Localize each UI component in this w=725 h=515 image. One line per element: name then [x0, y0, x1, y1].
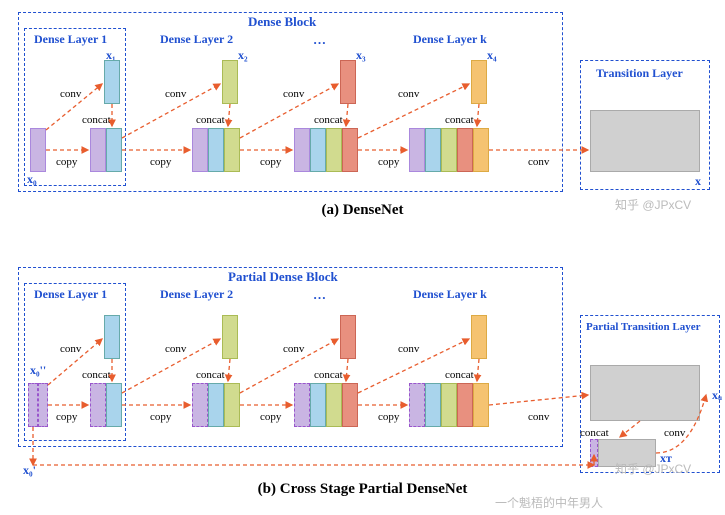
copy2: copy	[150, 156, 171, 168]
l3-b4	[342, 128, 358, 172]
l3-b2	[310, 128, 326, 172]
l2-b1	[192, 128, 208, 172]
bl4-top	[471, 315, 487, 359]
b-layer1-title: Dense Layer 1	[34, 287, 107, 302]
conv4: conv	[398, 88, 419, 100]
l3-b1	[294, 128, 310, 172]
trans-x: x	[695, 174, 701, 189]
bl4-b5	[473, 383, 489, 427]
l4-b2	[425, 128, 441, 172]
dense-block-label: Dense Block	[248, 14, 316, 30]
bl0-b	[38, 383, 48, 427]
concat3: concat	[314, 114, 343, 126]
bcopy2: copy	[150, 411, 171, 423]
x0-label: x₀	[27, 172, 37, 187]
caption-b: (b) Cross Stage Partial DenseNet	[0, 481, 725, 498]
b-layer4-title: Dense Layer k	[413, 287, 487, 302]
l1-b1	[30, 128, 46, 172]
layer1-title: Dense Layer 1	[34, 32, 107, 47]
bl2-b1	[192, 383, 208, 427]
bl0-a	[28, 383, 38, 427]
bconcat5: concat	[580, 427, 609, 439]
x3-label: x₃	[356, 48, 366, 63]
b-layer3-title: …	[313, 287, 326, 303]
bconcat3: concat	[314, 369, 343, 381]
bl4-b1	[409, 383, 425, 427]
layer2-title: Dense Layer 2	[160, 32, 233, 47]
bcopy1: copy	[56, 411, 77, 423]
l4-b1	[409, 128, 425, 172]
conv1: conv	[60, 88, 81, 100]
bl2-top	[222, 315, 238, 359]
x0p: x₀'	[23, 463, 36, 478]
bl2-b2	[208, 383, 224, 427]
l2-top	[222, 60, 238, 104]
conv5: conv	[528, 156, 549, 168]
l1-b3	[106, 128, 122, 172]
bl1-b1	[90, 383, 106, 427]
conv3: conv	[283, 88, 304, 100]
bconcat2: concat	[196, 369, 225, 381]
l4-b5	[473, 128, 489, 172]
x4-label: x₄	[487, 48, 497, 63]
bl4-b3	[441, 383, 457, 427]
bl1-top	[104, 315, 120, 359]
bconv3: conv	[283, 343, 304, 355]
bl1-b2	[106, 383, 122, 427]
bcopy4: copy	[378, 411, 399, 423]
bl3-b2	[310, 383, 326, 427]
bconcat4: concat	[445, 369, 474, 381]
copy4: copy	[378, 156, 399, 168]
bconcat1: concat	[82, 369, 111, 381]
bl2-b3	[224, 383, 240, 427]
watermark-3: 一个魁梧的中年男人	[495, 494, 603, 511]
bl3-b3	[326, 383, 342, 427]
watermark-2: 知乎 @JPxCV	[615, 460, 691, 477]
transition-title: Transition Layer	[596, 66, 683, 81]
concat2: concat	[196, 114, 225, 126]
bl3-top	[340, 315, 356, 359]
bconv2: conv	[165, 343, 186, 355]
x2-label: x₂	[238, 48, 248, 63]
l3-top	[340, 60, 356, 104]
partial-block-label: Partial Dense Block	[228, 269, 338, 285]
bconv5: conv	[528, 411, 549, 423]
l1-top	[104, 60, 120, 104]
concat4: concat	[445, 114, 474, 126]
watermark-1: 知乎 @JPxCV	[615, 196, 691, 213]
l3-b3	[326, 128, 342, 172]
trans-block	[590, 110, 700, 172]
bconv4: conv	[398, 343, 419, 355]
layer4-title: Dense Layer k	[413, 32, 487, 47]
l2-b3	[224, 128, 240, 172]
copy3: copy	[260, 156, 281, 168]
concat1: concat	[82, 114, 111, 126]
b-layer2-title: Dense Layer 2	[160, 287, 233, 302]
bl4-b4	[457, 383, 473, 427]
copy1: copy	[56, 156, 77, 168]
ptrans-title: Partial Transition Layer	[586, 321, 700, 333]
l1-b2	[90, 128, 106, 172]
ptrans-s1	[590, 439, 598, 467]
l4-b4	[457, 128, 473, 172]
xu: xᵤ	[712, 388, 722, 403]
l4-b3	[441, 128, 457, 172]
ptrans-block	[590, 365, 700, 421]
bl4-b2	[425, 383, 441, 427]
bl3-b4	[342, 383, 358, 427]
l4-top	[471, 60, 487, 104]
bl3-b1	[294, 383, 310, 427]
l2-b2	[208, 128, 224, 172]
bconv6: conv	[664, 427, 685, 439]
bconv1: conv	[60, 343, 81, 355]
layer3-title: …	[313, 32, 326, 48]
x0pp: x₀''	[30, 363, 46, 378]
conv2: conv	[165, 88, 186, 100]
bcopy3: copy	[260, 411, 281, 423]
